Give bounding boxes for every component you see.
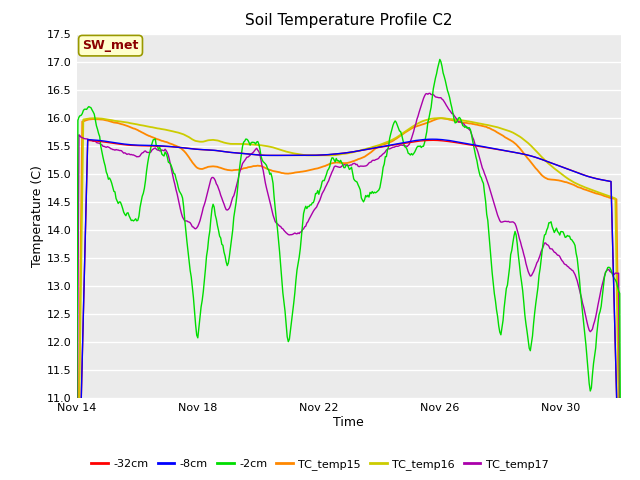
Legend: -32cm, -8cm, -2cm, TC_temp15, TC_temp16, TC_temp17: -32cm, -8cm, -2cm, TC_temp15, TC_temp16,… [87, 455, 553, 474]
Text: SW_met: SW_met [83, 39, 139, 52]
Y-axis label: Temperature (C): Temperature (C) [31, 165, 44, 267]
Title: Soil Temperature Profile C2: Soil Temperature Profile C2 [245, 13, 452, 28]
X-axis label: Time: Time [333, 416, 364, 429]
